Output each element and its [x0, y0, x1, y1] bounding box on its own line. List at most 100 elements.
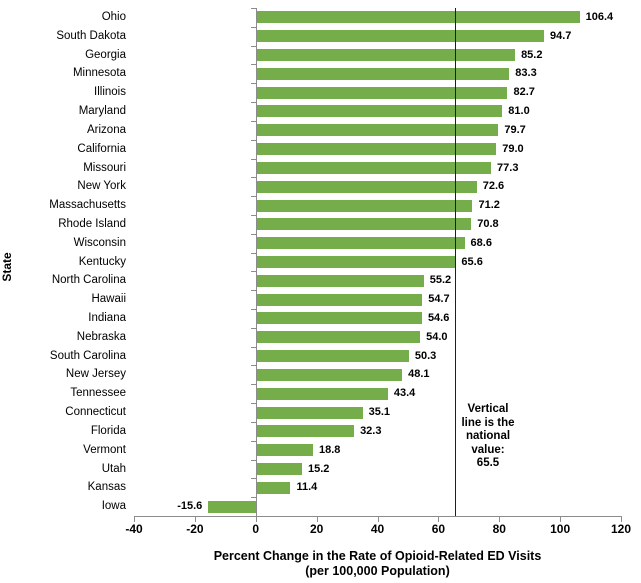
bar — [255, 199, 473, 212]
bar — [255, 350, 409, 363]
state-label: Arizona — [87, 123, 126, 136]
state-label: Minnesota — [72, 67, 126, 80]
bar — [255, 256, 456, 268]
x-axis-title-line-2: (per 100,000 Population) — [305, 564, 450, 578]
value-label: 106.4 — [585, 11, 614, 23]
state-label: South Carolina — [49, 349, 126, 362]
category-tick — [250, 309, 257, 311]
national-value-annotation: Vertical line is the national value: 65.… — [461, 403, 515, 469]
category-tick — [250, 290, 257, 292]
x-tick-label: 20 — [309, 522, 324, 536]
bar — [255, 462, 302, 475]
value-label: 79.7 — [504, 123, 526, 136]
category-tick — [250, 177, 257, 179]
state-label: Vermont — [83, 443, 126, 456]
x-tick-label: 120 — [610, 522, 632, 536]
value-label: 83.3 — [515, 67, 537, 80]
bar — [255, 11, 580, 24]
x-tick-label: 80 — [492, 522, 506, 536]
x-tick — [621, 517, 622, 522]
bar — [255, 406, 363, 419]
bar — [255, 124, 499, 137]
value-label: 68.6 — [470, 236, 492, 249]
state-label: California — [77, 142, 126, 155]
state-label: Kentucky — [78, 255, 126, 268]
category-tick — [250, 421, 257, 423]
value-label: 18.8 — [318, 443, 341, 456]
state-label: Rhode Island — [58, 217, 126, 230]
state-label: Georgia — [85, 48, 126, 61]
state-label: Wisconsin — [73, 236, 126, 249]
bar — [255, 67, 510, 80]
category-tick — [250, 8, 257, 9]
value-label: 48.1 — [408, 368, 430, 381]
category-tick — [250, 45, 257, 47]
bar — [255, 312, 422, 325]
bar — [255, 161, 492, 174]
category-tick — [250, 497, 257, 499]
bar — [255, 274, 424, 287]
x-tick — [438, 517, 440, 522]
value-label: 72.6 — [482, 180, 505, 193]
state-label: Indiana — [88, 312, 126, 325]
bar — [255, 180, 477, 193]
x-axis-title-line-1: Percent Change in the Rate of Opioid-Rel… — [213, 549, 542, 563]
value-label: 77.3 — [497, 161, 519, 174]
category-tick — [250, 346, 257, 348]
x-tick-label: 100 — [550, 522, 571, 536]
value-label: 11.4 — [296, 481, 318, 494]
x-tick — [316, 517, 318, 522]
value-label: 71.2 — [478, 199, 500, 212]
state-label: Florida — [90, 424, 126, 437]
bar — [255, 143, 497, 156]
x-tick — [134, 517, 135, 522]
state-label: North Carolina — [51, 274, 126, 287]
bar — [255, 444, 313, 457]
value-label: 70.8 — [477, 217, 499, 230]
category-tick — [250, 403, 257, 405]
bar — [255, 331, 421, 344]
category-tick — [250, 158, 257, 160]
state-label: South Dakota — [56, 29, 126, 42]
category-tick — [250, 459, 257, 461]
state-label: New York — [77, 180, 126, 193]
state-label: Tennessee — [70, 387, 126, 400]
category-tick — [250, 26, 257, 28]
category-axis-line — [255, 8, 257, 516]
x-tick — [377, 517, 379, 522]
value-label: 55.2 — [429, 274, 452, 287]
bar — [255, 425, 355, 438]
state-label: Ohio — [101, 11, 126, 23]
x-axis-line — [134, 516, 622, 517]
value-label: 32.3 — [360, 424, 382, 437]
value-label: 81.0 — [508, 105, 530, 118]
value-label: 79.0 — [502, 142, 524, 155]
bar — [255, 105, 503, 118]
state-label: Connecticut — [65, 406, 126, 419]
bar — [255, 481, 291, 494]
national-value-line — [455, 8, 457, 516]
category-tick — [250, 233, 257, 235]
state-label: New Jersey — [65, 368, 126, 381]
category-tick — [250, 196, 257, 198]
category-tick — [250, 440, 257, 442]
value-label: 35.1 — [368, 406, 390, 419]
x-tick — [560, 517, 562, 522]
category-tick — [250, 252, 257, 254]
value-label: 65.6 — [461, 255, 483, 268]
bar — [255, 49, 516, 62]
bar — [255, 218, 472, 231]
category-tick — [250, 139, 257, 141]
x-tick-label: -40 — [125, 522, 143, 536]
bar — [255, 86, 508, 99]
x-tick — [255, 517, 257, 522]
value-label: -15.6 — [177, 500, 203, 513]
value-label: 50.3 — [414, 349, 437, 362]
bar — [255, 237, 465, 250]
x-axis-title: Percent Change in the Rate of Opioid-Rel… — [134, 549, 621, 579]
value-label: 94.7 — [549, 29, 572, 42]
bar — [255, 368, 403, 381]
state-label: Nebraska — [76, 330, 126, 343]
value-label: 54.0 — [426, 330, 448, 343]
